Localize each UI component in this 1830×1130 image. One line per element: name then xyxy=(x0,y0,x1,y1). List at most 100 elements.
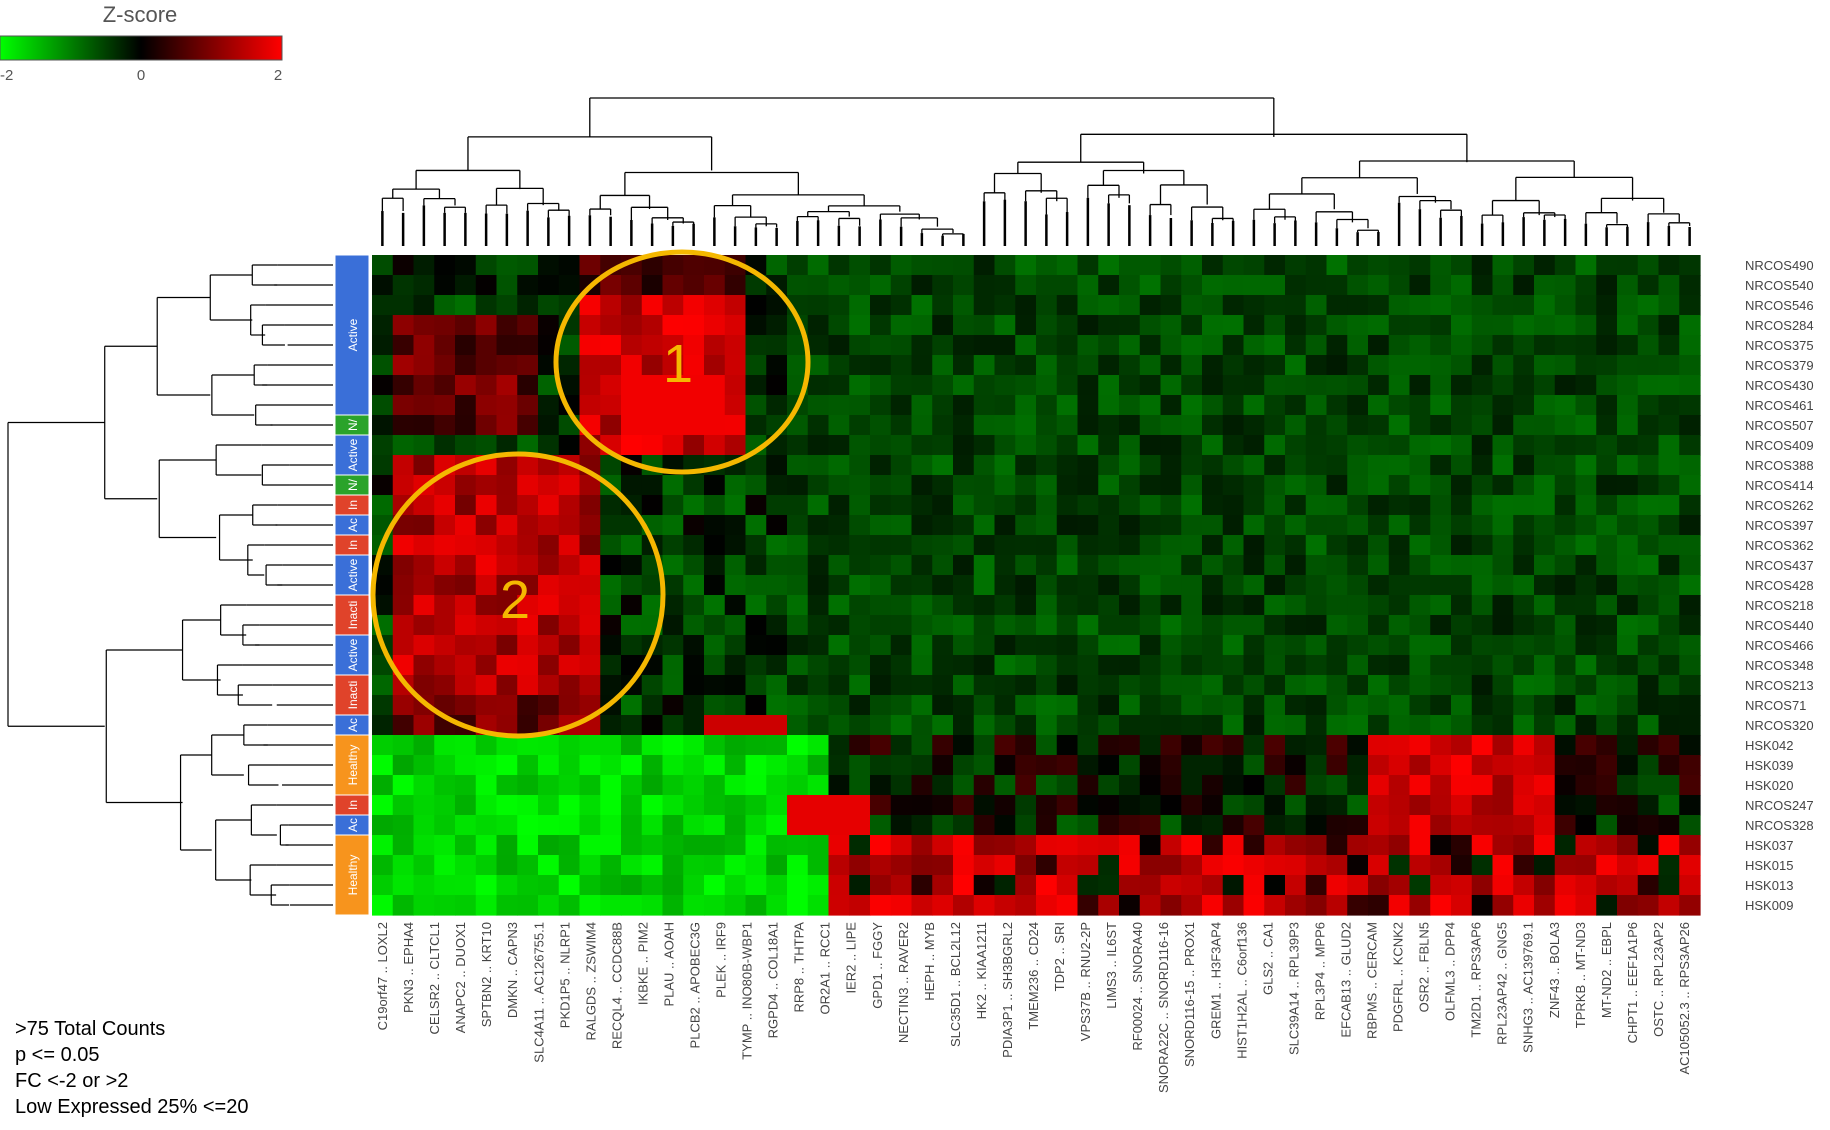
heatmap-cell xyxy=(807,655,830,676)
heatmap-cell xyxy=(1492,455,1514,476)
heatmap-cell xyxy=(932,595,954,616)
heatmap-cell xyxy=(1202,455,1224,476)
heatmap-cell xyxy=(662,795,684,816)
heatmap-cell xyxy=(1637,475,1660,496)
heatmap-cell xyxy=(1160,355,1182,376)
heatmap-cell xyxy=(1451,595,1473,616)
heatmap-cell xyxy=(1139,615,1162,636)
heatmap-cell xyxy=(1305,315,1328,336)
heatmap-cell xyxy=(807,555,830,576)
heatmap-cell xyxy=(579,855,601,876)
heatmap-cell xyxy=(434,255,456,276)
heatmap-cell xyxy=(1471,435,1494,456)
heatmap-cell xyxy=(579,495,601,516)
heatmap-cell xyxy=(1430,655,1452,676)
heatmap-cell xyxy=(932,815,954,836)
heatmap-cell xyxy=(932,495,954,516)
heatmap-cell xyxy=(413,315,435,336)
heatmap-cell xyxy=(434,755,456,776)
heatmap-cell xyxy=(434,835,456,856)
heatmap-cell xyxy=(683,395,705,416)
heatmap-cell xyxy=(1015,835,1037,856)
heatmap-cell xyxy=(434,475,456,496)
heatmap-cell xyxy=(683,415,705,436)
heatmap-cell xyxy=(1056,575,1079,596)
heatmap-cell xyxy=(1430,615,1452,636)
heatmap-cell xyxy=(1409,415,1431,436)
heatmap-cell xyxy=(1637,795,1660,816)
heatmap-cell xyxy=(1264,635,1286,656)
heatmap-cell xyxy=(911,375,933,396)
heatmap-cell xyxy=(1119,455,1141,476)
heatmap-cell xyxy=(1098,855,1120,876)
heatmap-cell xyxy=(1575,355,1597,376)
heatmap-cell xyxy=(392,735,415,756)
heatmap-cell xyxy=(1326,295,1348,316)
heatmap-cell xyxy=(1077,895,1099,916)
heatmap-cell xyxy=(1637,375,1660,396)
heatmap-cell xyxy=(1305,575,1328,596)
heatmap-cell xyxy=(1036,795,1058,816)
heatmap-cell xyxy=(641,815,664,836)
heatmap-cell xyxy=(828,595,850,616)
row-group-annotations: ActiveN/ActiveN/InAcInActiveInactiActive… xyxy=(334,254,370,916)
heatmap-cell xyxy=(1471,855,1494,876)
heatmap-cell xyxy=(662,675,684,696)
heatmap-cell xyxy=(1451,815,1473,836)
heatmap-cell xyxy=(1554,695,1577,716)
heatmap-cell xyxy=(1160,655,1182,676)
heatmap-cell xyxy=(932,295,954,316)
heatmap-cell xyxy=(683,675,705,696)
heatmap-cell xyxy=(828,755,850,776)
heatmap-cell xyxy=(1513,535,1535,556)
heatmap-cell xyxy=(600,555,622,576)
heatmap-cell xyxy=(911,555,933,576)
heatmap-cell xyxy=(704,315,726,336)
heatmap-cell xyxy=(849,735,871,756)
heatmap-cell xyxy=(1098,555,1120,576)
heatmap-cell xyxy=(1202,615,1224,636)
heatmap-cell xyxy=(1160,775,1182,796)
heatmap-cell xyxy=(1534,655,1556,676)
heatmap-cell xyxy=(994,495,1016,516)
heatmap-cell xyxy=(1264,815,1286,836)
column-label: SNORA22C .. SNORD116-16 xyxy=(1156,922,1171,1093)
heatmap-cell xyxy=(1534,755,1556,776)
heatmap-cell xyxy=(766,455,788,476)
heatmap-cell xyxy=(1409,615,1431,636)
heatmap-cell xyxy=(953,375,975,396)
heatmap-cell xyxy=(849,555,871,576)
heatmap-cell xyxy=(1326,655,1348,676)
heatmap-cell xyxy=(766,495,788,516)
heatmap-cell xyxy=(849,775,871,796)
row-label: NRCOS546 xyxy=(1745,298,1814,313)
heatmap-cell xyxy=(1513,635,1535,656)
heatmap-cell xyxy=(1430,475,1452,496)
heatmap-cell xyxy=(1160,875,1182,896)
heatmap-cell xyxy=(1285,695,1307,716)
heatmap-cell xyxy=(434,815,456,836)
heatmap-cell xyxy=(496,675,518,696)
heatmap-cell xyxy=(1409,735,1431,756)
heatmap-cell xyxy=(1679,655,1701,676)
heatmap-cell xyxy=(1305,295,1328,316)
heatmap-cell xyxy=(1139,555,1162,576)
heatmap-cell xyxy=(932,835,954,856)
heatmap-cell xyxy=(1513,255,1535,276)
heatmap-cell xyxy=(413,275,435,296)
heatmap-cell xyxy=(1305,695,1328,716)
heatmap-cell xyxy=(911,535,933,556)
heatmap-cell xyxy=(1243,675,1265,696)
heatmap-cell xyxy=(1430,555,1452,576)
heatmap-cell xyxy=(932,715,954,736)
heatmap-cell xyxy=(1181,475,1203,496)
heatmap-cell xyxy=(890,715,913,736)
heatmap-cell xyxy=(1492,635,1514,656)
heatmap-cell xyxy=(392,475,415,496)
heatmap-cell xyxy=(1285,895,1307,916)
row-label: HSK013 xyxy=(1745,878,1793,893)
heatmap-cell xyxy=(600,755,622,776)
heatmap-cell xyxy=(1285,355,1307,376)
heatmap-cell xyxy=(372,275,394,296)
heatmap-cell xyxy=(870,495,892,516)
